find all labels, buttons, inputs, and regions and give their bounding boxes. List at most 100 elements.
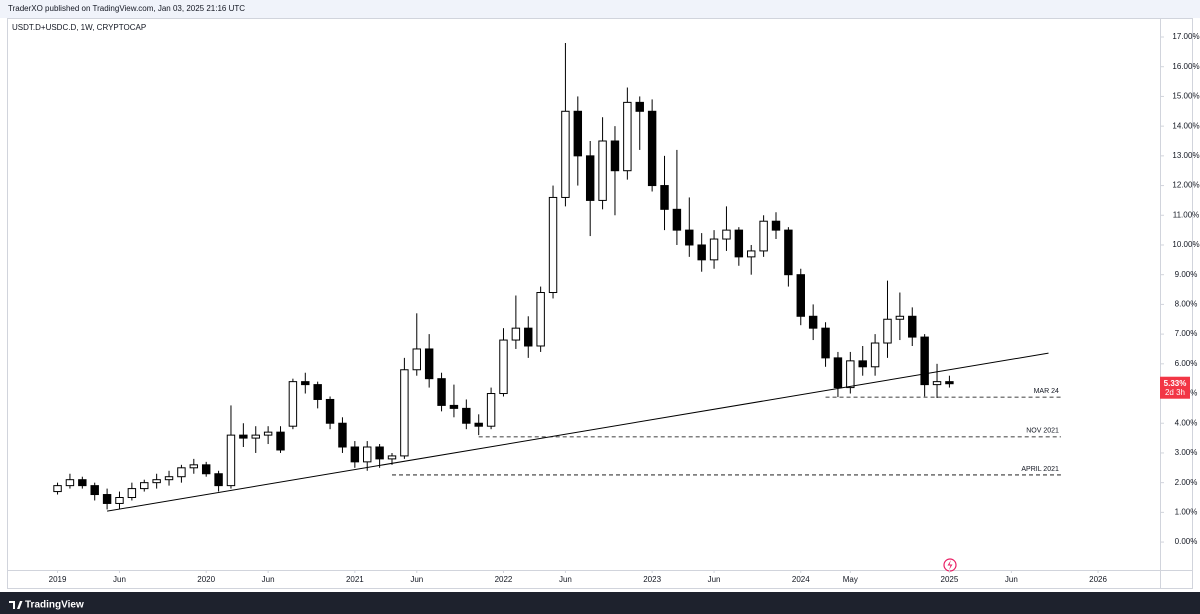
candle-body (821, 327, 830, 359)
frame (7, 18, 1193, 589)
candle-body (808, 315, 818, 329)
candle-body (350, 446, 360, 463)
level-label: NOV 2021 (1026, 428, 1059, 435)
candle-body (784, 229, 793, 276)
candle-body (276, 431, 285, 451)
candle-body (932, 381, 942, 386)
y-tick-label: 8.00% (1175, 300, 1198, 309)
candle-body (870, 342, 880, 368)
y-tick-label: 13.00% (1172, 151, 1199, 160)
x-tick-label: 2026 (1089, 575, 1107, 584)
candle-body (945, 381, 954, 385)
candle-body (685, 229, 694, 246)
candle-body (833, 357, 843, 389)
last-price-box (1160, 376, 1190, 399)
candle-body (140, 482, 149, 490)
candles (53, 42, 954, 510)
candle-body (78, 479, 87, 487)
candle-body (115, 497, 124, 504)
candle-body (177, 467, 186, 478)
candle-body (548, 196, 558, 294)
candle-body (747, 250, 756, 258)
candle-body (573, 110, 583, 157)
candle-body (164, 476, 174, 481)
x-tick-label: Jun (1005, 575, 1018, 584)
y-tick-label: 9.00% (1175, 270, 1198, 279)
top-bar (0, 0, 1200, 18)
candle-body (288, 381, 298, 427)
y-tick-label: 3.00% (1175, 448, 1198, 457)
x-tick-label: 2023 (643, 575, 661, 584)
candle-body (660, 185, 669, 210)
x-tick-label: 2022 (495, 575, 513, 584)
candle-body (771, 220, 781, 231)
x-tick-label: Jun (559, 575, 572, 584)
y-tick-label: 6.00% (1175, 359, 1198, 368)
x-tick-label: 2021 (346, 575, 364, 584)
candle-body (65, 479, 75, 487)
candle-body (239, 434, 248, 439)
brand-logo (9, 601, 23, 609)
candle-body (908, 315, 917, 338)
candle-body (561, 110, 570, 198)
candle-body (387, 455, 397, 460)
candle-body (722, 229, 731, 240)
candle-body (102, 494, 112, 504)
level-label: MAR 24 (1034, 388, 1059, 395)
candle-body (598, 140, 607, 201)
x-tick-label: Jun (113, 575, 126, 584)
y-tick-label: 2.00% (1175, 478, 1198, 487)
y-tick-label: 1.00% (1175, 507, 1198, 516)
x-tick-label: 2025 (941, 575, 959, 584)
candle-body (499, 339, 508, 395)
candle-body (449, 404, 459, 409)
header: TraderXO published on TradingView.com, J… (8, 4, 245, 13)
last-price-label: 5.33% (1164, 379, 1187, 388)
candle-body (709, 238, 719, 261)
x-tick-label: Jun (410, 575, 423, 584)
candle-body (424, 348, 434, 380)
candle-body (536, 292, 545, 347)
candle-body (647, 110, 657, 187)
candle-body (152, 479, 161, 484)
x-tick-label: 2024 (792, 575, 810, 584)
candle-body (462, 407, 471, 424)
candle-body (226, 434, 236, 487)
candle-body (251, 434, 260, 439)
x-tick-label: Jun (262, 575, 275, 584)
x-tick-label: 2020 (197, 575, 215, 584)
x-tick-label: 2019 (49, 575, 67, 584)
candle-body (511, 327, 521, 341)
candle-body (846, 360, 855, 389)
trend-line (107, 352, 1049, 512)
candle-body (734, 229, 744, 258)
candle-body (585, 155, 595, 201)
x-tick-label: Jun (708, 575, 721, 584)
y-tick-label: 12.00% (1172, 181, 1199, 190)
y-tick-label: 14.00% (1172, 121, 1199, 130)
candle-body (672, 208, 682, 231)
candle-body (214, 473, 223, 487)
x-tick-label: May (843, 575, 858, 584)
alert-icon[interactable] (943, 558, 957, 572)
candle-body (375, 446, 384, 460)
candle-body (697, 244, 706, 261)
candle-body (610, 140, 620, 172)
candle-body (400, 369, 409, 457)
candle-body (474, 422, 483, 427)
candle-body (759, 220, 768, 252)
candle-body (325, 398, 335, 424)
candle-body (920, 336, 929, 386)
candle-body (301, 381, 310, 386)
footer-bar (0, 592, 1200, 614)
candle-body (486, 393, 496, 427)
brand: TradingView (25, 600, 84, 611)
symbol: USDT.D+USDC.D, 1W, CRYPTOCAP (12, 23, 146, 32)
y-tick-label: 11.00% (1173, 210, 1200, 219)
candle-body (796, 274, 805, 317)
candle-body (90, 485, 99, 496)
y-tick-label: 4.00% (1175, 418, 1198, 427)
level-label: APRIL 2021 (1021, 466, 1059, 473)
candle-body (338, 422, 347, 448)
